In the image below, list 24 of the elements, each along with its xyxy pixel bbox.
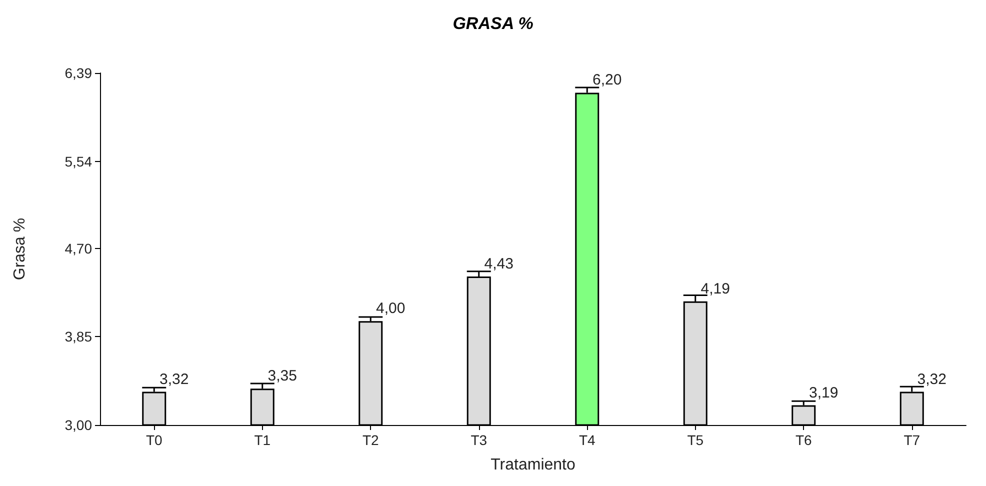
x-tick-label: T0	[146, 432, 163, 448]
x-tick-label: T5	[687, 432, 704, 448]
data-label: 4,19	[700, 280, 730, 298]
data-label: 3,32	[917, 370, 946, 388]
x-tick-label: T4	[578, 432, 596, 448]
y-tick-label: 3,00	[64, 417, 92, 433]
x-tick-label: T3	[470, 432, 488, 448]
y-tick-label: 6,39	[64, 65, 92, 81]
data-label: 4,00	[376, 300, 406, 318]
data-label: 3,35	[268, 368, 297, 385]
x-tick-label: T1	[254, 432, 271, 448]
y-tick-label: 4,70	[64, 240, 92, 256]
x-tick-label: T6	[795, 432, 812, 448]
data-label: 4,43	[484, 256, 514, 273]
x-tick-label: T2	[362, 432, 380, 448]
data-label: 3,32	[160, 370, 189, 388]
y-tick-label: 5,54	[64, 153, 92, 170]
chart-title: GRASA %	[452, 14, 534, 33]
x-axis-title: Tratamiento	[490, 456, 576, 474]
x-tick-label: T7	[904, 432, 920, 448]
y-tick-label: 3,85	[64, 328, 92, 345]
data-label: 3,19	[809, 384, 838, 402]
data-label: 6,20	[592, 72, 622, 89]
y-axis-title: Grasa %	[12, 218, 28, 280]
